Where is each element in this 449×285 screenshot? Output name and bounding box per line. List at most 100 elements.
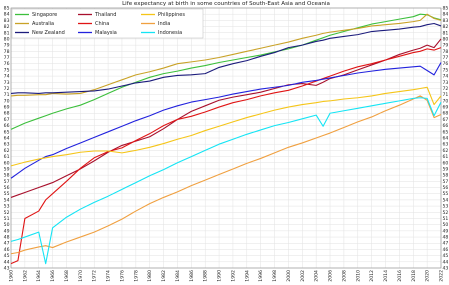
y2-tick-label: 60 xyxy=(443,160,449,166)
y2-tick-label: 47 xyxy=(443,241,449,247)
y-tick-label: 59 xyxy=(4,166,10,172)
legend-label: New Zealand xyxy=(32,30,65,36)
y-tick-label: 58 xyxy=(4,173,10,179)
x-tick-label: 1972 xyxy=(92,270,98,282)
y2-tick-label: 53 xyxy=(443,204,449,210)
y2-tick-label: 51 xyxy=(443,216,449,222)
y2-tick-label: 73 xyxy=(443,80,449,86)
x-tick-label: 1988 xyxy=(203,270,209,282)
y-tick-label: 56 xyxy=(4,185,10,191)
x-tick-label: 1974 xyxy=(106,270,112,282)
y-tick-label: 75 xyxy=(4,67,10,73)
y2-tick-label: 63 xyxy=(443,142,449,148)
x-tick-label: 1994 xyxy=(244,270,250,282)
y2-tick-label: 66 xyxy=(443,123,449,129)
series-line xyxy=(10,95,442,255)
y2-tick-label: 65 xyxy=(443,129,449,135)
legend-label: Indonesia xyxy=(158,30,182,36)
y-tick-label: 82 xyxy=(4,24,10,30)
x-tick-label: 2020 xyxy=(425,270,431,282)
y2-tick-label: 82 xyxy=(443,24,449,30)
y-tick-label: 50 xyxy=(4,222,10,228)
y2-tick-label: 54 xyxy=(443,197,449,203)
x-tick-label: 2014 xyxy=(383,270,389,282)
y-tick-label: 81 xyxy=(4,30,10,36)
y-tick-label: 52 xyxy=(4,210,10,216)
x-tick-label: 1992 xyxy=(230,270,236,282)
x-tick-label: 1964 xyxy=(36,270,42,282)
y-tick-label: 65 xyxy=(4,129,10,135)
y2-tick-label: 85 xyxy=(443,6,449,12)
y2-tick-label: 45 xyxy=(443,253,449,259)
y-tick-label: 80 xyxy=(4,36,10,42)
legend: Singapore Australia New Zealand Thailand Chi… xyxy=(11,8,204,39)
x-tick-label: 1966 xyxy=(50,270,56,282)
y2-tick-label: 75 xyxy=(443,67,449,73)
series-line xyxy=(10,86,442,167)
x-tick-label: 2004 xyxy=(314,270,320,282)
x-tick-label: 2012 xyxy=(369,270,375,282)
y-tick-label: 57 xyxy=(4,179,10,185)
x-tick-label: 1986 xyxy=(189,270,195,282)
y-tick-label: 47 xyxy=(4,241,10,247)
y2-tick-label: 76 xyxy=(443,61,449,67)
x-tick-label: 1968 xyxy=(64,270,70,282)
legend-label: Philippines xyxy=(158,12,185,18)
legend-label: Malaysia xyxy=(95,30,117,36)
x-tick-label: 1980 xyxy=(147,270,153,282)
y-tick-label: 70 xyxy=(4,98,10,104)
y2-tick-label: 71 xyxy=(443,92,449,98)
y-tick-label: 43 xyxy=(4,266,10,272)
y2-tick-label: 59 xyxy=(443,166,449,172)
legend-box xyxy=(11,8,204,39)
y-tick-label: 54 xyxy=(4,197,10,203)
y-tick-label: 85 xyxy=(4,6,10,12)
x-tick-label: 2022 xyxy=(439,270,445,282)
legend-label: China xyxy=(95,21,109,27)
y-tick-label: 76 xyxy=(4,61,10,67)
legend-label: Thailand xyxy=(94,12,116,18)
x-tick-label: 1962 xyxy=(22,270,28,282)
y-tick-label: 53 xyxy=(4,204,10,210)
x-tick-label: 1982 xyxy=(161,270,167,282)
x-tick-label: 1996 xyxy=(258,270,264,282)
y-tick-label: 72 xyxy=(4,86,10,92)
y2-tick-label: 64 xyxy=(443,136,449,142)
series-line xyxy=(10,22,442,94)
y-tick-label: 61 xyxy=(4,154,10,160)
y-tick-label: 55 xyxy=(4,191,10,197)
series-line xyxy=(10,97,442,265)
y2-tick-label: 61 xyxy=(443,154,449,160)
y2-tick-label: 84 xyxy=(443,12,449,18)
y2-tick-label: 77 xyxy=(443,55,449,61)
series-line xyxy=(10,62,442,179)
y2-tick-label: 78 xyxy=(443,49,449,55)
y2-tick-label: 48 xyxy=(443,235,449,241)
series-line xyxy=(10,13,442,130)
x-tick-label: 2006 xyxy=(328,270,334,282)
y2-tick-label: 79 xyxy=(443,43,449,49)
x-tick-label: 1970 xyxy=(78,270,84,282)
y2-tick-label: 57 xyxy=(443,179,449,185)
x-tick-label: 2016 xyxy=(397,270,403,282)
y2-tick-label: 44 xyxy=(443,259,449,265)
y2-tick-label: 81 xyxy=(443,30,449,36)
y-tick-label: 79 xyxy=(4,43,10,49)
y2-tick-label: 83 xyxy=(443,18,449,24)
x-tick-label: 2008 xyxy=(341,270,347,282)
y2-tick-label: 80 xyxy=(443,36,449,42)
y-tick-label: 78 xyxy=(4,49,10,55)
x-tick-label: 2010 xyxy=(355,270,361,282)
y2-tick-label: 68 xyxy=(443,111,449,117)
plot-frame xyxy=(10,7,442,269)
series-line xyxy=(10,47,442,265)
y-tick-label: 66 xyxy=(4,123,10,129)
y2-tick-label: 58 xyxy=(443,173,449,179)
y2-tick-label: 52 xyxy=(443,210,449,216)
chart-title: Life expectancy at birth in some countri… xyxy=(122,1,330,7)
x-tick-label: 1990 xyxy=(217,270,223,282)
y-tick-label: 74 xyxy=(4,74,10,80)
y2-tick-label: 67 xyxy=(443,117,449,123)
y-tick-label: 46 xyxy=(4,247,10,253)
